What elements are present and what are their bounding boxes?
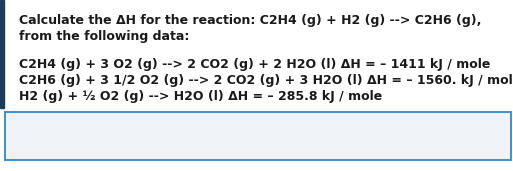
Text: C2H6 (g) + 3 1/2 O2 (g) --> 2 CO2 (g) + 3 H2O (l) ΔH = – 1560. kJ / mole: C2H6 (g) + 3 1/2 O2 (g) --> 2 CO2 (g) + …: [19, 74, 513, 87]
Text: C2H4 (g) + 3 O2 (g) --> 2 CO2 (g) + 2 H2O (l) ΔH = – 1411 kJ / mole: C2H4 (g) + 3 O2 (g) --> 2 CO2 (g) + 2 H2…: [19, 58, 491, 71]
Text: Calculate the ΔH for the reaction: C2H4 (g) + H2 (g) --> C2H6 (g),: Calculate the ΔH for the reaction: C2H4 …: [19, 14, 482, 27]
Bar: [0, 0, 4, 108]
Text: H2 (g) + ½ O2 (g) --> H2O (l) ΔH = – 285.8 kJ / mole: H2 (g) + ½ O2 (g) --> H2O (l) ΔH = – 285…: [19, 90, 383, 103]
Bar: [5, 112, 511, 160]
Text: from the following data:: from the following data:: [19, 30, 190, 43]
